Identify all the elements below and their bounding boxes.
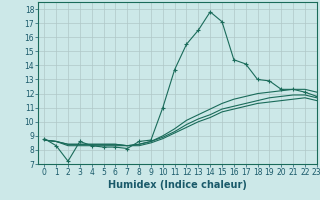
X-axis label: Humidex (Indice chaleur): Humidex (Indice chaleur) [108, 180, 247, 190]
